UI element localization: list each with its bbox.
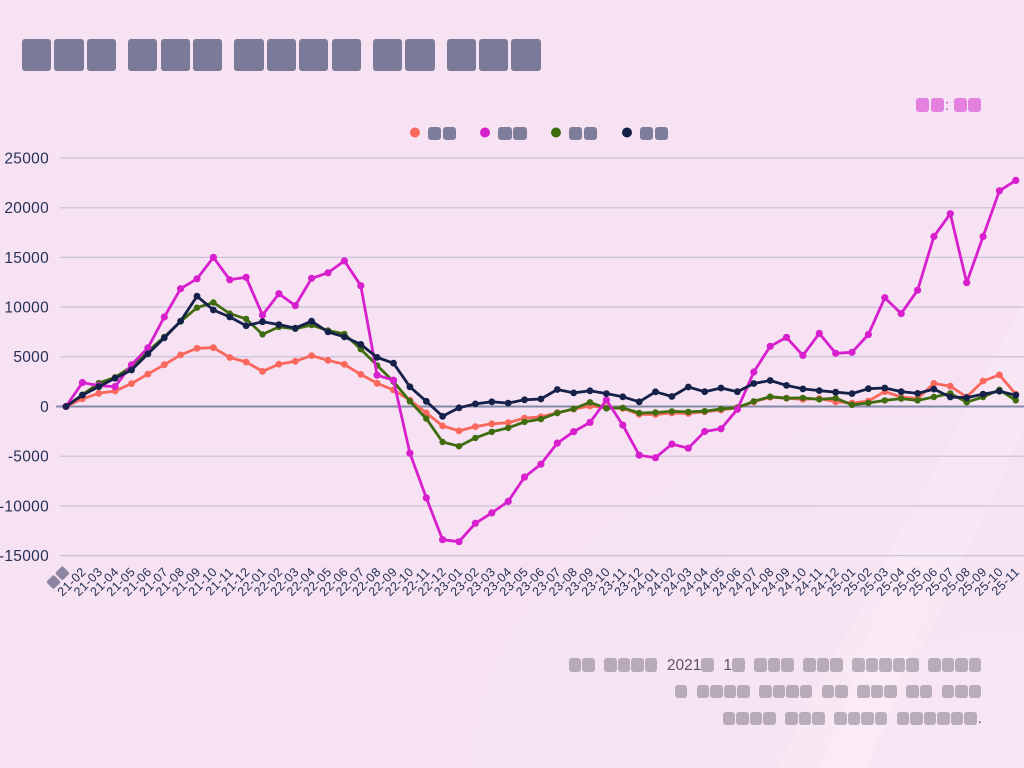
svg-text:-15000: -15000 (0, 548, 49, 565)
svg-text:0: 0 (40, 399, 49, 416)
svg-text:5000: 5000 (13, 349, 49, 366)
svg-text:20000: 20000 (4, 200, 49, 217)
svg-text:25000: 25000 (4, 150, 49, 167)
svg-text:15000: 15000 (4, 250, 49, 267)
svg-text:-10000: -10000 (0, 498, 49, 515)
svg-text:10000: 10000 (4, 300, 49, 317)
svg-text:-5000: -5000 (8, 449, 49, 466)
